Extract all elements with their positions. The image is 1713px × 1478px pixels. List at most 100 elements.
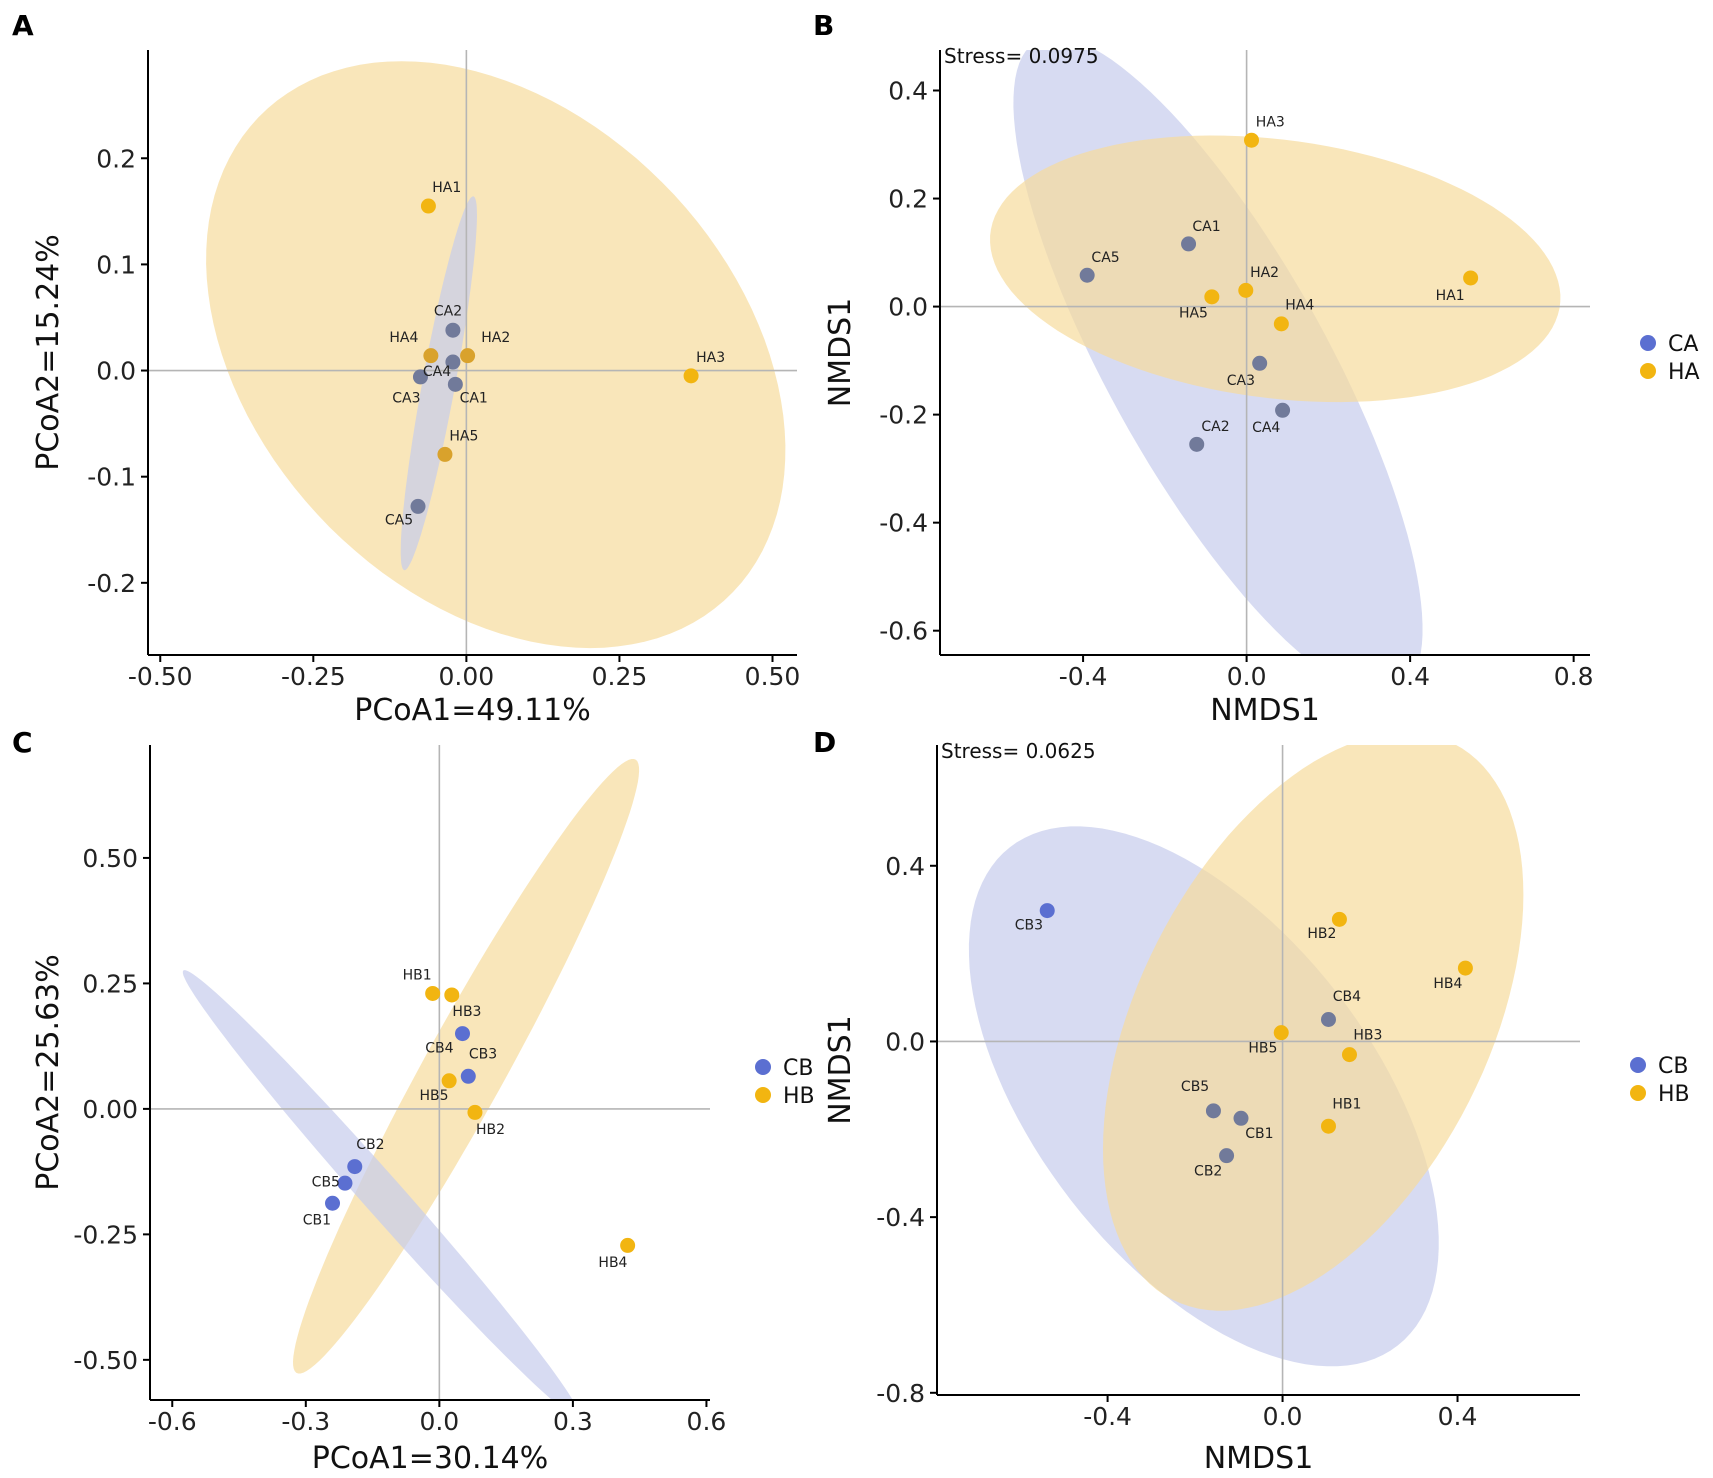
point-hb3[interactable] bbox=[1341, 1047, 1357, 1063]
x-tick-label: -0.25 bbox=[281, 662, 346, 691]
point-hb2[interactable] bbox=[1331, 911, 1347, 927]
legend-label-cb: CB bbox=[783, 1056, 813, 1081]
point-hb1[interactable] bbox=[425, 985, 441, 1001]
ellipse-ha bbox=[990, 135, 1561, 403]
point-ca3[interactable] bbox=[1252, 355, 1268, 371]
y-tick-label: 0.4 bbox=[885, 852, 925, 881]
legend-label-cb: CB bbox=[1658, 1054, 1688, 1079]
point-cb2[interactable] bbox=[1219, 1148, 1235, 1164]
point-ca2[interactable] bbox=[445, 322, 461, 338]
y-tick-label: -0.25 bbox=[73, 1220, 138, 1249]
ellipse-layer bbox=[990, 50, 1561, 655]
legend-label-hb: HB bbox=[783, 1084, 815, 1109]
point-label-cb3: CB3 bbox=[1015, 917, 1043, 933]
y-tick-label: 0.0 bbox=[888, 293, 928, 322]
panel-a: -0.50 -0.25 0.00 0.25 0.50 -0.2 -0.1 0.0 0.1 0.2 P… bbox=[12, 9, 800, 728]
panel-label: B bbox=[813, 9, 834, 42]
point-label-cb5: CB5 bbox=[312, 1175, 340, 1191]
point-ha2[interactable] bbox=[1238, 282, 1254, 298]
point-label-cb1: CB1 bbox=[1245, 1126, 1273, 1142]
panel-d: -0.4 0.0 0.4 -0.8 -0.4 0.0 0.4 NMDS1 NMDS1 D Stres… bbox=[813, 726, 1690, 1476]
point-ha4[interactable] bbox=[423, 348, 439, 364]
point-ha1[interactable] bbox=[420, 198, 436, 214]
x-tick-label: -0.4 bbox=[1059, 662, 1108, 691]
legend: CA HA bbox=[1640, 332, 1700, 385]
legend: CB HB bbox=[755, 1056, 815, 1109]
y-axis-title: NMDS1 bbox=[823, 1015, 858, 1125]
point-cb4[interactable] bbox=[454, 1026, 470, 1042]
point-cb5[interactable] bbox=[337, 1175, 353, 1191]
point-label-cb4: CB4 bbox=[425, 1041, 453, 1057]
point-cb1[interactable] bbox=[325, 1195, 341, 1211]
y-axis-title: NMDS1 bbox=[823, 298, 858, 408]
stress-annotation: Stress= 0.0625 bbox=[941, 739, 1096, 763]
point-ha5[interactable] bbox=[1204, 289, 1220, 305]
x-tick-label: 0.4 bbox=[1390, 662, 1430, 691]
point-ca5[interactable] bbox=[410, 498, 426, 514]
point-cb4[interactable] bbox=[1320, 1011, 1336, 1027]
point-label-ca2: CA2 bbox=[1201, 419, 1229, 435]
point-label-hb4: HB4 bbox=[598, 1255, 627, 1271]
legend-label-ca: CA bbox=[1668, 332, 1698, 357]
point-label-hb2: HB2 bbox=[476, 1122, 505, 1138]
point-cb3[interactable] bbox=[460, 1068, 476, 1084]
legend: CB HB bbox=[1630, 1054, 1690, 1107]
point-ca4[interactable] bbox=[1275, 402, 1291, 418]
point-ha3[interactable] bbox=[683, 368, 699, 384]
point-label-hb3: HB3 bbox=[452, 1004, 481, 1020]
y-tick-label: -0.8 bbox=[876, 1379, 925, 1408]
point-label-ca5: CA5 bbox=[385, 512, 413, 528]
point-label-ca4: CA4 bbox=[423, 364, 451, 380]
point-hb5[interactable] bbox=[1273, 1025, 1289, 1041]
point-cb1[interactable] bbox=[1233, 1110, 1249, 1126]
point-label-hb4: HB4 bbox=[1433, 976, 1462, 992]
point-hb4[interactable] bbox=[1457, 960, 1473, 976]
point-label-hb3: HB3 bbox=[1353, 1027, 1382, 1043]
point-ha2[interactable] bbox=[460, 348, 476, 364]
point-ha3[interactable] bbox=[1244, 132, 1260, 148]
point-ca2[interactable] bbox=[1189, 436, 1205, 452]
point-hb3[interactable] bbox=[444, 987, 460, 1003]
point-ca1[interactable] bbox=[447, 376, 463, 392]
x-tick-label: 0.4 bbox=[1438, 1402, 1478, 1431]
x-tick-label: 0.6 bbox=[687, 1407, 727, 1436]
legend-swatch-cb bbox=[1630, 1057, 1646, 1073]
ellipse-layer bbox=[182, 759, 640, 1400]
y-tick-label: -0.50 bbox=[73, 1346, 138, 1375]
y-axis-title: PCoA2=25.63% bbox=[31, 954, 66, 1191]
y-tick-label: 0.0 bbox=[96, 357, 136, 386]
x-axis-title: NMDS1 bbox=[1204, 1441, 1314, 1476]
legend-label-hb: HB bbox=[1658, 1082, 1690, 1107]
point-hb5[interactable] bbox=[441, 1073, 457, 1089]
x-tick-label: 0.3 bbox=[553, 1407, 593, 1436]
y-axis-title: PCoA2=15.24% bbox=[31, 234, 66, 471]
point-label-ca1: CA1 bbox=[460, 390, 488, 406]
x-tick-label: -0.4 bbox=[1083, 1402, 1132, 1431]
y-tick-label: 0.25 bbox=[82, 969, 138, 998]
ellipse-ha bbox=[206, 61, 786, 649]
point-hb1[interactable] bbox=[1320, 1118, 1336, 1134]
point-label-ca3: CA3 bbox=[392, 390, 420, 406]
point-label-ca2: CA2 bbox=[434, 303, 462, 319]
point-cb3[interactable] bbox=[1039, 903, 1055, 919]
point-cb5[interactable] bbox=[1205, 1103, 1221, 1119]
point-ha1[interactable] bbox=[1463, 270, 1479, 286]
panel-label: C bbox=[12, 726, 33, 759]
point-ca1[interactable] bbox=[1181, 236, 1197, 252]
point-ha4[interactable] bbox=[1273, 316, 1289, 332]
point-ha5[interactable] bbox=[437, 446, 453, 462]
point-label-hb5: HB5 bbox=[1248, 1040, 1277, 1056]
legend-swatch-cb bbox=[755, 1059, 771, 1075]
point-label-ha5: HA5 bbox=[449, 429, 478, 445]
point-ca4[interactable] bbox=[445, 354, 461, 370]
point-ca3[interactable] bbox=[412, 369, 428, 385]
y-tick-label: 0.2 bbox=[888, 185, 928, 214]
y-tick-label: -0.4 bbox=[879, 509, 928, 538]
point-hb4[interactable] bbox=[620, 1237, 636, 1253]
point-ca5[interactable] bbox=[1079, 267, 1095, 283]
point-label-hb1: HB1 bbox=[403, 967, 432, 983]
y-tick-label: -0.4 bbox=[876, 1203, 925, 1232]
point-cb2[interactable] bbox=[347, 1159, 363, 1175]
point-hb2[interactable] bbox=[467, 1104, 483, 1120]
x-tick-label: -0.3 bbox=[281, 1407, 330, 1436]
